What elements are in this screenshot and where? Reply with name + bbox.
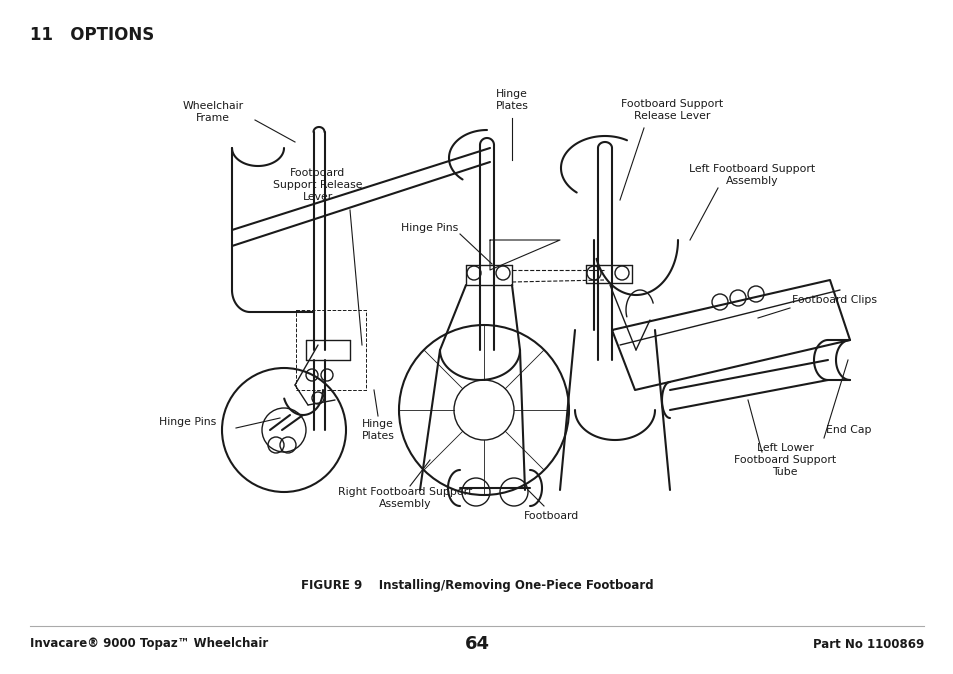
Text: 11   OPTIONS: 11 OPTIONS (30, 26, 154, 44)
Text: Part No 1100869: Part No 1100869 (812, 638, 923, 650)
Text: Left Lower
Footboard Support
Tube: Left Lower Footboard Support Tube (733, 443, 835, 477)
Text: FIGURE 9    Installing/Removing One-Piece Footboard: FIGURE 9 Installing/Removing One-Piece F… (300, 580, 653, 592)
Text: Right Footboard Support
Assembly: Right Footboard Support Assembly (337, 487, 472, 509)
Text: Invacare® 9000 Topaz™ Wheelchair: Invacare® 9000 Topaz™ Wheelchair (30, 638, 268, 650)
Text: Hinge Pins: Hinge Pins (401, 223, 458, 233)
Text: Footboard
Support Release
Lever: Footboard Support Release Lever (273, 168, 362, 202)
Text: Hinge Pins: Hinge Pins (159, 417, 216, 427)
Text: End Cap: End Cap (825, 425, 871, 435)
Text: Footboard: Footboard (524, 511, 579, 521)
Text: Hinge
Plates: Hinge Plates (361, 419, 394, 441)
Text: Footboard Clips: Footboard Clips (791, 295, 876, 305)
Text: Footboard Support
Release Lever: Footboard Support Release Lever (620, 99, 722, 121)
Text: Hinge
Plates: Hinge Plates (495, 89, 528, 111)
Text: 64: 64 (464, 635, 489, 653)
Text: Wheelchair
Frame: Wheelchair Frame (182, 101, 243, 123)
Text: Left Footboard Support
Assembly: Left Footboard Support Assembly (688, 164, 814, 186)
